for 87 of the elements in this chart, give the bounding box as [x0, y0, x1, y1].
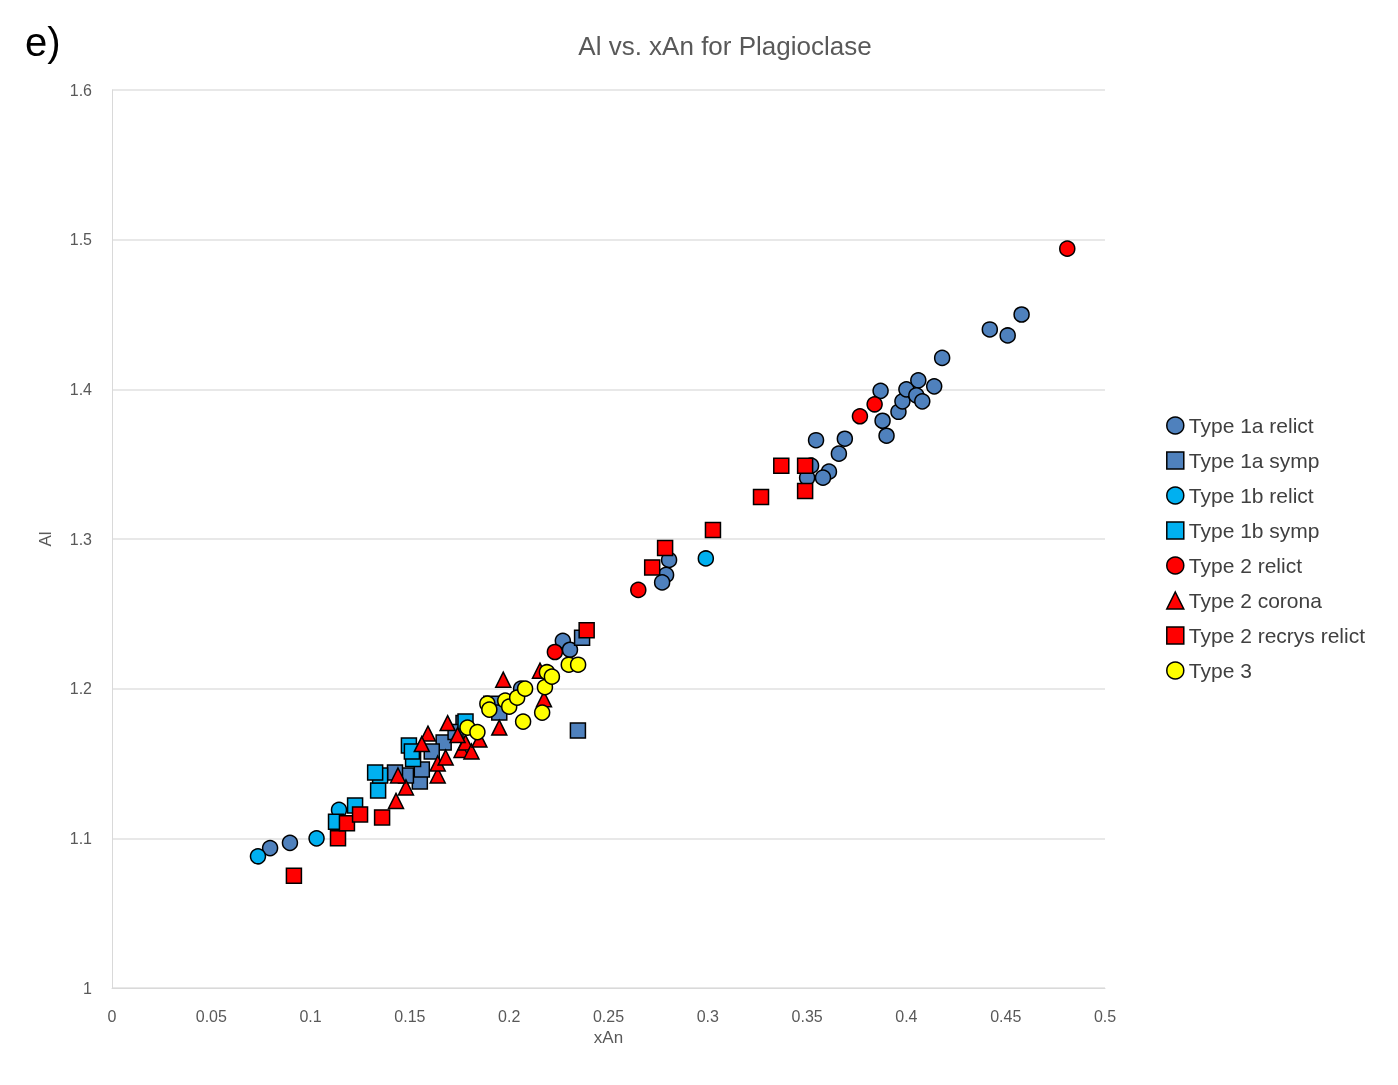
point — [285, 867, 303, 884]
point — [413, 735, 431, 753]
point — [338, 815, 356, 832]
point — [878, 427, 895, 444]
point — [494, 671, 512, 688]
point — [1059, 240, 1076, 257]
legend-label: Type 2 recrys relict — [1188, 624, 1366, 647]
point — [308, 830, 325, 847]
x-tick-label: 0.05 — [195, 1007, 227, 1025]
point — [910, 372, 927, 389]
legend-label: Type 3 — [1188, 659, 1252, 682]
point — [653, 574, 671, 591]
point — [469, 723, 486, 741]
point — [796, 482, 814, 500]
point — [872, 382, 889, 400]
x-tick-label: 0.15 — [394, 1007, 426, 1025]
x-tick-label: 0.1 — [299, 1007, 322, 1025]
point — [630, 581, 647, 599]
point — [351, 806, 369, 823]
point — [387, 792, 405, 810]
point — [851, 408, 869, 425]
y-tick-label: 1.2 — [69, 680, 93, 698]
point — [561, 641, 579, 658]
point — [643, 559, 661, 576]
point — [463, 743, 480, 760]
x-axis-title: xAn — [593, 1027, 624, 1047]
point — [281, 834, 299, 852]
point — [836, 430, 854, 447]
y-tick-label: 1 — [83, 979, 93, 997]
point — [249, 848, 267, 865]
point — [491, 719, 508, 736]
legend-label: Type 2 relict — [1188, 554, 1303, 577]
point — [752, 488, 770, 506]
x-tick-label: 0.2 — [498, 1007, 521, 1025]
point — [543, 668, 561, 685]
legend-label: Type 1b symp — [1188, 519, 1320, 542]
point — [397, 779, 415, 796]
legend-label: Type 1a symp — [1188, 449, 1320, 472]
point — [773, 457, 790, 474]
point — [814, 469, 832, 486]
point — [925, 378, 943, 395]
chart-title: Al vs. xAn for Plagioclase — [578, 31, 872, 61]
point — [437, 749, 454, 766]
point — [261, 839, 279, 857]
point — [373, 809, 391, 826]
point — [866, 396, 883, 413]
x-tick-label: 0.45 — [990, 1007, 1022, 1025]
y-tick-label: 1.6 — [69, 81, 93, 99]
legend-label: Type 1a relict — [1188, 414, 1314, 437]
point — [516, 680, 534, 697]
point — [914, 393, 931, 410]
point — [578, 622, 595, 639]
x-tick-label: 0.35 — [791, 1007, 823, 1025]
legend-label: Type 1b relict — [1188, 484, 1314, 507]
point — [569, 656, 587, 673]
point — [546, 643, 564, 661]
point — [830, 445, 848, 462]
point — [514, 713, 532, 730]
point — [369, 782, 387, 799]
point — [569, 722, 587, 739]
x-tick-label: 0.25 — [592, 1007, 625, 1025]
y-tick-label: 1.4 — [69, 380, 93, 398]
point — [981, 321, 999, 338]
y-tick-label: 1.3 — [69, 530, 93, 548]
x-tick-label: 0.3 — [696, 1007, 720, 1025]
point — [366, 764, 384, 781]
x-tick-label: 0.4 — [895, 1007, 918, 1025]
point — [329, 830, 347, 847]
y-axis-title: Al — [36, 531, 55, 547]
legend-label: Type 2 corona — [1188, 589, 1323, 612]
text: e) — [25, 20, 61, 64]
x-tick-label: 0.5 — [1093, 1007, 1117, 1025]
y-tick-label: 1.5 — [69, 231, 93, 249]
point — [439, 714, 456, 732]
point — [656, 539, 674, 557]
point — [933, 349, 951, 367]
point — [1013, 306, 1030, 323]
point — [796, 457, 814, 474]
x-tick-label: 0 — [107, 1007, 117, 1025]
point — [533, 704, 551, 721]
point — [697, 550, 715, 567]
point — [874, 412, 891, 430]
point — [481, 701, 498, 718]
point — [704, 521, 722, 539]
y-tick-label: 1.1 — [69, 829, 93, 847]
point — [807, 431, 825, 449]
point — [999, 327, 1016, 344]
